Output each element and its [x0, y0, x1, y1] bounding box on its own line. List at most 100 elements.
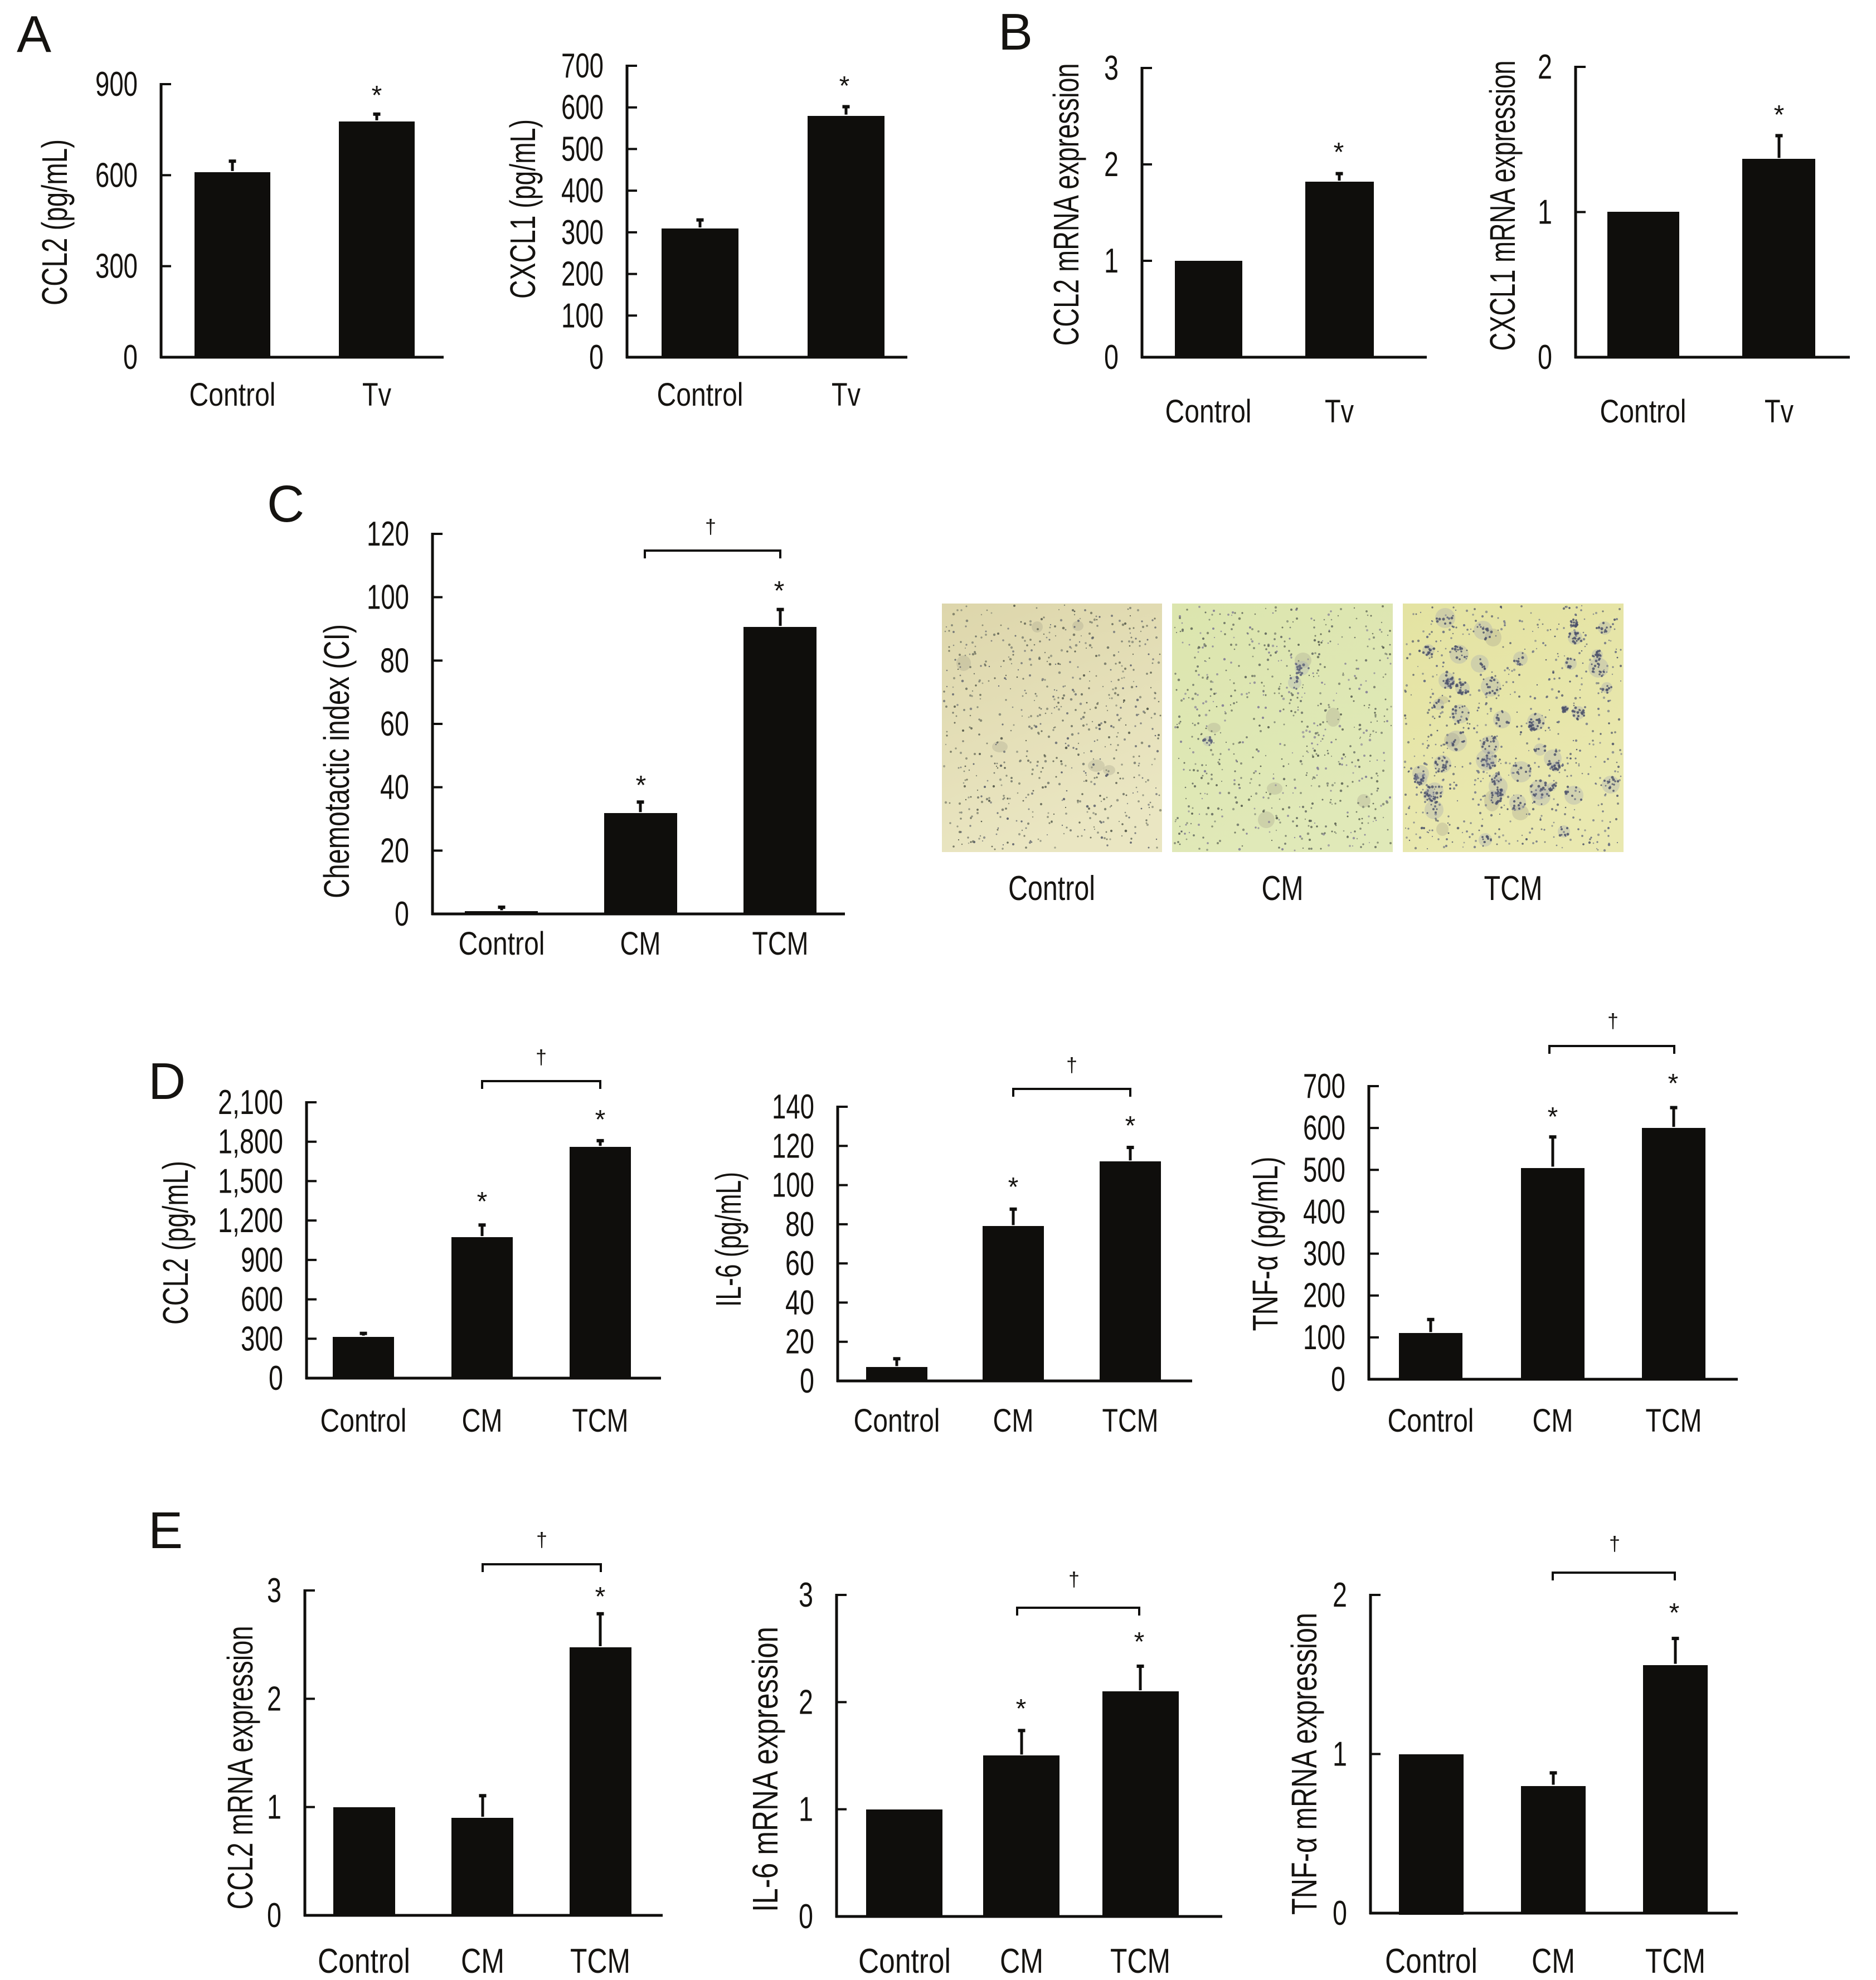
svg-text:TCM: TCM	[1102, 1403, 1159, 1439]
svg-text:*: *	[1668, 1069, 1679, 1098]
svg-text:†: †	[1609, 1532, 1620, 1555]
svg-text:0: 0	[1104, 338, 1119, 377]
svg-text:TCM: TCM	[1645, 1942, 1705, 1980]
svg-text:*: *	[774, 576, 785, 606]
svg-text:*: *	[1125, 1111, 1136, 1141]
svg-text:2: 2	[1538, 48, 1552, 86]
svg-text:TCM: TCM	[1110, 1942, 1170, 1980]
svg-text:Chemotactic index (CI): Chemotactic index (CI)	[317, 624, 357, 898]
svg-text:CM: CM	[461, 1942, 504, 1980]
svg-text:1,800: 1,800	[218, 1123, 283, 1161]
svg-text:*: *	[1669, 1598, 1680, 1628]
svg-text:E: E	[148, 1501, 183, 1559]
svg-text:2,100: 2,100	[218, 1083, 283, 1122]
svg-text:1: 1	[799, 1791, 813, 1829]
svg-text:2: 2	[799, 1683, 813, 1721]
svg-text:*: *	[595, 1582, 606, 1612]
svg-text:600: 600	[561, 89, 604, 127]
svg-text:CM: CM	[1532, 1942, 1575, 1980]
svg-text:80: 80	[380, 641, 409, 680]
svg-text:3: 3	[1104, 49, 1119, 87]
svg-text:*: *	[372, 81, 382, 110]
svg-text:0: 0	[267, 1896, 281, 1935]
svg-text:Tv: Tv	[1325, 393, 1354, 430]
svg-text:Control: Control	[1165, 393, 1252, 430]
svg-text:60: 60	[380, 705, 409, 743]
svg-text:500: 500	[561, 130, 604, 168]
svg-text:80: 80	[785, 1205, 814, 1244]
svg-text:CCL2 mRNA expression: CCL2 mRNA expression	[1046, 64, 1086, 346]
svg-text:200: 200	[1303, 1277, 1345, 1315]
svg-text:0: 0	[799, 1898, 813, 1936]
svg-text:1: 1	[267, 1788, 281, 1827]
svg-text:600: 600	[1303, 1109, 1345, 1147]
svg-text:100: 100	[561, 296, 604, 335]
svg-text:1,200: 1,200	[218, 1201, 283, 1240]
svg-text:*: *	[1134, 1627, 1145, 1657]
svg-text:*: *	[1008, 1173, 1019, 1202]
svg-text:20: 20	[785, 1323, 814, 1361]
svg-text:Control: Control	[318, 1942, 410, 1980]
svg-text:CM: CM	[620, 926, 661, 962]
svg-text:†: †	[1066, 1053, 1077, 1076]
svg-text:0: 0	[269, 1359, 283, 1398]
svg-text:Control: Control	[459, 926, 545, 962]
svg-text:CXCL1 mRNA expression: CXCL1 mRNA expression	[1483, 61, 1523, 351]
svg-text:TNF-α mRNA expression: TNF-α mRNA expression	[1284, 1613, 1324, 1915]
svg-text:CCL2 mRNA expression: CCL2 mRNA expression	[220, 1626, 260, 1910]
svg-text:100: 100	[1303, 1319, 1345, 1357]
svg-text:TCM: TCM	[752, 926, 809, 962]
svg-text:TNF-α (pg/mL): TNF-α (pg/mL)	[1245, 1157, 1285, 1331]
svg-text:Control: Control	[189, 377, 276, 413]
svg-text:0: 0	[1331, 1360, 1345, 1399]
svg-text:0: 0	[123, 338, 138, 377]
svg-text:200: 200	[561, 255, 604, 294]
svg-text:300: 300	[561, 213, 604, 252]
svg-text:CM: CM	[1262, 869, 1304, 908]
svg-text:400: 400	[1303, 1193, 1345, 1231]
svg-text:700: 700	[561, 47, 604, 85]
svg-text:500: 500	[1303, 1151, 1345, 1189]
svg-text:300: 300	[95, 247, 138, 286]
svg-text:*: *	[636, 771, 647, 800]
svg-text:3: 3	[799, 1576, 813, 1614]
svg-text:20: 20	[380, 831, 409, 870]
svg-text:Control: Control	[657, 377, 743, 413]
svg-text:600: 600	[241, 1281, 283, 1319]
svg-text:400: 400	[561, 172, 604, 210]
svg-text:†: †	[536, 1045, 547, 1068]
svg-text:900: 900	[95, 65, 138, 104]
svg-text:Control: Control	[1008, 869, 1095, 908]
svg-text:140: 140	[772, 1088, 814, 1126]
svg-text:*: *	[477, 1187, 488, 1217]
svg-text:300: 300	[241, 1320, 283, 1358]
svg-text:*: *	[1548, 1102, 1558, 1132]
svg-text:1: 1	[1538, 193, 1552, 232]
svg-text:TCM: TCM	[1484, 869, 1543, 908]
svg-text:2: 2	[1333, 1576, 1347, 1614]
svg-text:40: 40	[785, 1283, 814, 1322]
svg-text:2: 2	[1104, 145, 1119, 184]
svg-text:Control: Control	[1385, 1942, 1478, 1980]
svg-text:0: 0	[800, 1362, 814, 1400]
svg-text:CM: CM	[1533, 1403, 1573, 1439]
svg-text:D: D	[148, 1052, 186, 1110]
svg-text:Tv: Tv	[362, 377, 391, 413]
svg-text:TCM: TCM	[570, 1942, 630, 1980]
svg-text:700: 700	[1303, 1067, 1345, 1106]
svg-text:†: †	[705, 515, 716, 538]
svg-text:*: *	[1334, 138, 1344, 167]
svg-text:100: 100	[772, 1166, 814, 1205]
svg-text:CM: CM	[1000, 1942, 1043, 1980]
svg-text:C: C	[267, 475, 304, 533]
svg-text:*: *	[839, 71, 850, 101]
svg-text:Tv: Tv	[1765, 393, 1794, 430]
svg-text:0: 0	[1538, 338, 1552, 377]
svg-text:120: 120	[367, 515, 409, 553]
svg-text:600: 600	[95, 156, 138, 194]
svg-text:40: 40	[380, 768, 409, 807]
svg-text:300: 300	[1303, 1235, 1345, 1273]
svg-text:900: 900	[241, 1241, 283, 1280]
svg-text:†: †	[1068, 1568, 1080, 1590]
svg-text:IL-6 mRNA expression: IL-6 mRNA expression	[745, 1627, 785, 1912]
